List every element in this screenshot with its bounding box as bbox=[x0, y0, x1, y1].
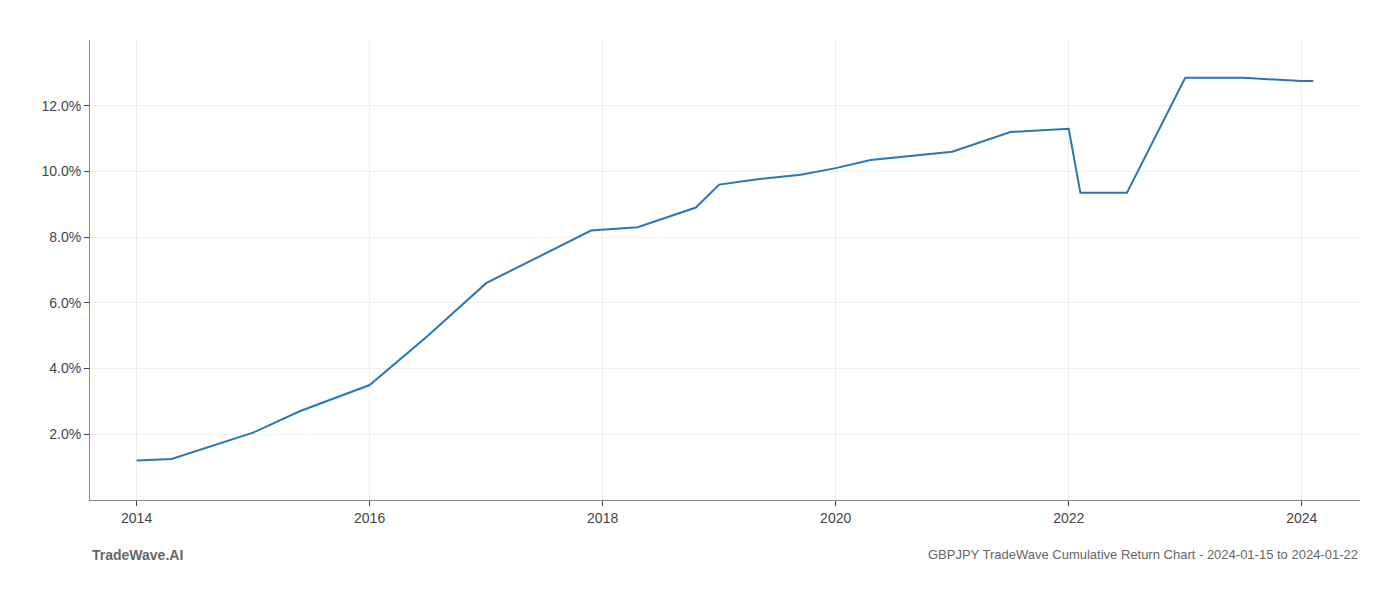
svg-text:2018: 2018 bbox=[587, 510, 618, 526]
svg-text:2024: 2024 bbox=[1286, 510, 1317, 526]
svg-text:6.0%: 6.0% bbox=[49, 295, 81, 311]
svg-text:TradeWave.AI: TradeWave.AI bbox=[92, 547, 183, 563]
svg-text:4.0%: 4.0% bbox=[49, 360, 81, 376]
svg-text:8.0%: 8.0% bbox=[49, 229, 81, 245]
svg-text:2014: 2014 bbox=[121, 510, 152, 526]
svg-text:2020: 2020 bbox=[820, 510, 851, 526]
svg-text:GBPJPY TradeWave Cumulative Re: GBPJPY TradeWave Cumulative Return Chart… bbox=[928, 547, 1358, 562]
svg-text:12.0%: 12.0% bbox=[41, 98, 81, 114]
svg-text:2022: 2022 bbox=[1053, 510, 1084, 526]
svg-text:2.0%: 2.0% bbox=[49, 426, 81, 442]
svg-text:10.0%: 10.0% bbox=[41, 163, 81, 179]
svg-text:2016: 2016 bbox=[354, 510, 385, 526]
